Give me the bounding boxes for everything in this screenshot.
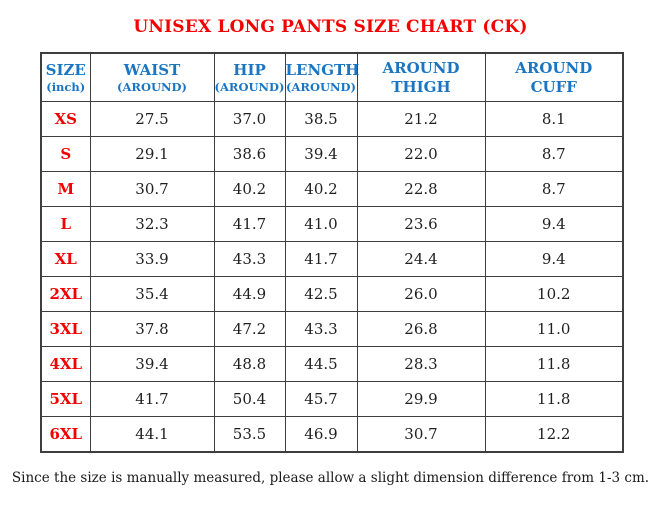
- size-label-cell: M: [40, 171, 91, 207]
- header-label: WAIST: [123, 60, 181, 79]
- waist-value-cell: 39.4: [89, 346, 215, 382]
- header-label: AROUND: [382, 58, 460, 77]
- waist-value-cell: 41.7: [89, 381, 215, 417]
- length-value-cell: 40.2: [284, 171, 358, 207]
- table-body: XS 27.5 37.0 38.5 21.2 8.1 S 29.1 38.6 3…: [40, 101, 624, 453]
- header-label-line2: THIGH: [391, 77, 451, 96]
- header-sublabel: (AROUND): [117, 79, 187, 94]
- hip-value-cell: 53.5: [213, 416, 286, 453]
- header-label: AROUND: [515, 58, 593, 77]
- waist-value-cell: 30.7: [89, 171, 215, 207]
- cuff-value-cell: 10.2: [484, 276, 624, 312]
- cuff-value-cell: 11.8: [484, 346, 624, 382]
- size-label-cell: S: [40, 136, 91, 172]
- page-title: UNISEX LONG PANTS SIZE CHART (CK): [133, 17, 528, 37]
- thigh-value-cell: 26.8: [356, 311, 486, 347]
- length-value-cell: 41.0: [284, 206, 358, 242]
- header-label: LENGTH: [285, 60, 360, 79]
- length-value-cell: 46.9: [284, 416, 358, 453]
- table-row-s: S 29.1 38.6 39.4 22.0 8.7: [40, 136, 624, 172]
- waist-value-cell: 44.1: [89, 416, 215, 453]
- column-header-around-thigh: AROUND THIGH: [356, 52, 486, 102]
- cuff-value-cell: 8.7: [484, 136, 624, 172]
- size-label-cell: 4XL: [40, 346, 91, 382]
- thigh-value-cell: 21.2: [356, 101, 486, 137]
- hip-value-cell: 41.7: [213, 206, 286, 242]
- header-label-line2: CUFF: [530, 77, 577, 96]
- column-header-hip: HIP (AROUND): [213, 52, 286, 102]
- table-row-l: L 32.3 41.7 41.0 23.6 9.4: [40, 206, 624, 242]
- cuff-value-cell: 9.4: [484, 206, 624, 242]
- hip-value-cell: 44.9: [213, 276, 286, 312]
- hip-value-cell: 47.2: [213, 311, 286, 347]
- waist-value-cell: 32.3: [89, 206, 215, 242]
- waist-value-cell: 33.9: [89, 241, 215, 277]
- column-header-size: SIZE (inch): [40, 52, 91, 102]
- length-value-cell: 41.7: [284, 241, 358, 277]
- hip-value-cell: 40.2: [213, 171, 286, 207]
- table-row-xs: XS 27.5 37.0 38.5 21.2 8.1: [40, 101, 624, 137]
- thigh-value-cell: 28.3: [356, 346, 486, 382]
- hip-value-cell: 38.6: [213, 136, 286, 172]
- thigh-value-cell: 24.4: [356, 241, 486, 277]
- hip-value-cell: 43.3: [213, 241, 286, 277]
- table-row-2xl: 2XL 35.4 44.9 42.5 26.0 10.2: [40, 276, 624, 312]
- column-header-length: LENGTH (AROUND): [284, 52, 360, 102]
- size-label-cell: 2XL: [40, 276, 91, 312]
- table-row-4xl: 4XL 39.4 48.8 44.5 28.3 11.8: [40, 346, 624, 382]
- column-header-around-cuff: AROUND CUFF: [484, 52, 624, 102]
- length-value-cell: 38.5: [284, 101, 358, 137]
- size-label-cell: XS: [40, 101, 91, 137]
- table-row-3xl: 3XL 37.8 47.2 43.3 26.8 11.0: [40, 311, 624, 347]
- cuff-value-cell: 11.8: [484, 381, 624, 417]
- size-label-cell: L: [40, 206, 91, 242]
- size-label-cell: 3XL: [40, 311, 91, 347]
- table-header: SIZE (inch) WAIST (AROUND) HIP (AROUND) …: [40, 52, 624, 102]
- waist-value-cell: 37.8: [89, 311, 215, 347]
- thigh-value-cell: 30.7: [356, 416, 486, 453]
- cuff-value-cell: 9.4: [484, 241, 624, 277]
- cuff-value-cell: 8.1: [484, 101, 624, 137]
- header-sublabel: (AROUND): [286, 79, 356, 94]
- size-chart-table: SIZE (inch) WAIST (AROUND) HIP (AROUND) …: [40, 52, 624, 453]
- thigh-value-cell: 22.0: [356, 136, 486, 172]
- column-header-waist: WAIST (AROUND): [89, 52, 215, 102]
- header-label: SIZE: [45, 60, 86, 79]
- length-value-cell: 43.3: [284, 311, 358, 347]
- cuff-value-cell: 12.2: [484, 416, 624, 453]
- hip-value-cell: 48.8: [213, 346, 286, 382]
- waist-value-cell: 29.1: [89, 136, 215, 172]
- length-value-cell: 44.5: [284, 346, 358, 382]
- header-sublabel: (AROUND): [214, 79, 285, 94]
- waist-value-cell: 35.4: [89, 276, 215, 312]
- cuff-value-cell: 11.0: [484, 311, 624, 347]
- table-row-6xl: 6XL 44.1 53.5 46.9 30.7 12.2: [40, 416, 624, 453]
- table-row-xl: XL 33.9 43.3 41.7 24.4 9.4: [40, 241, 624, 277]
- thigh-value-cell: 23.6: [356, 206, 486, 242]
- size-label-cell: 6XL: [40, 416, 91, 453]
- length-value-cell: 39.4: [284, 136, 358, 172]
- header-sublabel: (inch): [46, 79, 86, 94]
- thigh-value-cell: 29.9: [356, 381, 486, 417]
- header-row: SIZE (inch) WAIST (AROUND) HIP (AROUND) …: [40, 52, 624, 102]
- length-value-cell: 42.5: [284, 276, 358, 312]
- table-row-5xl: 5XL 41.7 50.4 45.7 29.9 11.8: [40, 381, 624, 417]
- size-label-cell: XL: [40, 241, 91, 277]
- length-value-cell: 45.7: [284, 381, 358, 417]
- hip-value-cell: 37.0: [213, 101, 286, 137]
- header-label: HIP: [233, 60, 266, 79]
- hip-value-cell: 50.4: [213, 381, 286, 417]
- cuff-value-cell: 8.7: [484, 171, 624, 207]
- thigh-value-cell: 26.0: [356, 276, 486, 312]
- measurement-note: Since the size is manually measured, ple…: [11, 470, 650, 486]
- size-label-cell: 5XL: [40, 381, 91, 417]
- waist-value-cell: 27.5: [89, 101, 215, 137]
- table-row-m: M 30.7 40.2 40.2 22.8 8.7: [40, 171, 624, 207]
- thigh-value-cell: 22.8: [356, 171, 486, 207]
